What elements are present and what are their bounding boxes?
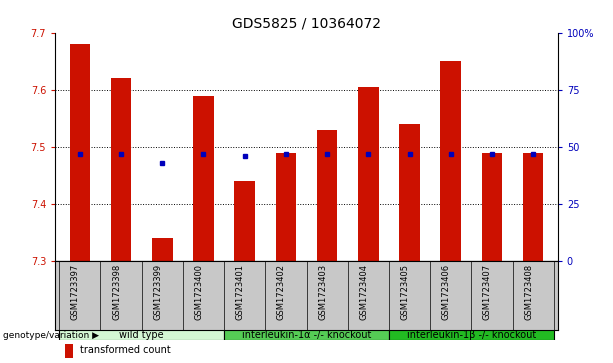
Text: transformed count: transformed count — [80, 345, 171, 355]
Bar — [440, 61, 461, 261]
Text: GSM1723406: GSM1723406 — [442, 264, 451, 320]
Bar — [389, 330, 554, 340]
Text: GSM1723402: GSM1723402 — [277, 264, 286, 320]
Text: GSM1723400: GSM1723400 — [194, 264, 204, 320]
Bar — [193, 95, 214, 261]
Text: interleukin-1β -/- knockout: interleukin-1β -/- knockout — [406, 330, 536, 340]
Bar — [224, 330, 389, 340]
Text: GSM1723399: GSM1723399 — [153, 264, 162, 320]
Bar — [152, 238, 173, 261]
Text: GSM1723404: GSM1723404 — [359, 264, 368, 320]
Text: GSM1723407: GSM1723407 — [483, 264, 492, 320]
Text: interleukin-1α -/- knockout: interleukin-1α -/- knockout — [242, 330, 371, 340]
Text: genotype/variation ▶: genotype/variation ▶ — [2, 331, 99, 340]
Bar — [399, 124, 420, 261]
Bar — [523, 153, 543, 261]
Bar — [317, 130, 337, 261]
Bar — [59, 330, 224, 340]
Bar — [276, 153, 296, 261]
Title: GDS5825 / 10364072: GDS5825 / 10364072 — [232, 16, 381, 30]
Bar — [482, 153, 502, 261]
Bar — [70, 44, 90, 261]
Text: wild type: wild type — [120, 330, 164, 340]
Text: GSM1723401: GSM1723401 — [235, 264, 245, 320]
Bar — [234, 181, 255, 261]
Text: GSM1723408: GSM1723408 — [524, 264, 533, 320]
Text: GSM1723397: GSM1723397 — [71, 264, 80, 321]
Text: GSM1723405: GSM1723405 — [400, 264, 409, 320]
Bar — [358, 87, 379, 261]
Bar — [111, 78, 131, 261]
Text: GSM1723403: GSM1723403 — [318, 264, 327, 320]
Bar — [65, 342, 73, 358]
Text: GSM1723398: GSM1723398 — [112, 264, 121, 321]
